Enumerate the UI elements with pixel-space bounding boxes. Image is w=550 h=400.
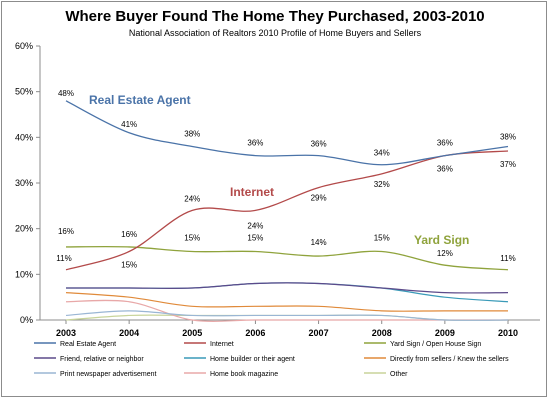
x-tick-label: 2008	[372, 328, 392, 338]
data-label: 15%	[374, 234, 390, 243]
y-tick-label: 10%	[15, 269, 33, 279]
y-tick-label: 60%	[15, 41, 33, 51]
legend-label: Directly from sellers / Knew the sellers	[390, 356, 509, 363]
data-label: 15%	[184, 234, 200, 243]
data-label: 32%	[374, 180, 390, 189]
data-label: 41%	[121, 120, 137, 129]
data-label: 11%	[56, 254, 71, 263]
series-annotation: Real Estate Agent	[89, 93, 191, 107]
x-tick-label: 2004	[119, 328, 139, 338]
x-tick-label: 2003	[56, 328, 76, 338]
series-line-directly-from-sellers-knew-the-sellers	[65, 292, 508, 312]
y-tick-label: 50%	[15, 87, 33, 97]
series-annotation: Yard Sign	[414, 233, 469, 247]
data-label: 11%	[500, 254, 515, 263]
data-label: 38%	[184, 129, 200, 138]
data-label: 15%	[247, 234, 263, 243]
x-tick-label: 2010	[498, 328, 518, 338]
series-annotation: Internet	[230, 185, 274, 199]
legend-label: Other	[390, 371, 408, 378]
legend-label: Real Estate Agent	[60, 341, 116, 348]
data-label: 16%	[121, 230, 137, 239]
series-line-internet	[65, 150, 509, 271]
series-line-real-estate-agent	[65, 100, 509, 166]
legend-label: Print newspaper advertisement	[60, 371, 157, 378]
y-tick-label: 30%	[15, 178, 33, 188]
y-tick-label: 0%	[20, 315, 33, 325]
y-tick-label: 40%	[15, 132, 33, 142]
chart-title: Where Buyer Found The Home They Purchase…	[65, 8, 485, 25]
x-tick-label: 2009	[435, 328, 455, 338]
legend-label: Internet	[210, 341, 234, 348]
y-tick-label: 20%	[15, 224, 33, 234]
data-label: 37%	[500, 160, 516, 169]
legend-label: Home book magazine	[210, 371, 278, 378]
legend-label: Home builder or their agent	[210, 356, 295, 363]
data-label: 15%	[121, 261, 137, 270]
data-label: 36%	[437, 139, 453, 148]
chart-subtitle: National Association of Realtors 2010 Pr…	[128, 28, 422, 38]
data-label: 36%	[437, 165, 453, 174]
data-label: 29%	[311, 194, 327, 203]
data-label: 34%	[374, 149, 390, 158]
series-line-friend-relative-or-neighbor	[66, 282, 509, 294]
legend-label: Yard Sign / Open House Sign	[390, 341, 481, 348]
x-tick-label: 2005	[182, 328, 202, 338]
legend-label: Friend, relative or neighbor	[60, 356, 144, 363]
data-label: 24%	[184, 194, 200, 203]
data-label: 36%	[247, 139, 263, 148]
data-label: 36%	[311, 140, 327, 149]
data-label: 38%	[500, 132, 516, 141]
data-label: 12%	[437, 249, 453, 258]
data-label: 14%	[311, 238, 327, 247]
series-line-print-newspaper-advertisement	[65, 310, 509, 321]
data-label: 16%	[58, 227, 74, 236]
x-tick-label: 2007	[309, 328, 329, 338]
data-label: 24%	[247, 221, 263, 230]
data-label: 48%	[58, 89, 74, 98]
x-tick-label: 2006	[245, 328, 265, 338]
